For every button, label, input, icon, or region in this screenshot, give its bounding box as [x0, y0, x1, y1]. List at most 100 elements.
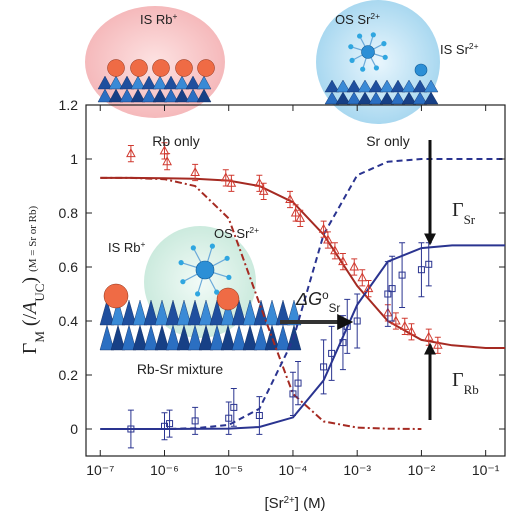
- error-bar: [425, 242, 432, 287]
- data-point: [425, 260, 433, 268]
- data-point: [423, 331, 434, 341]
- crystal-tile: [176, 324, 192, 351]
- water: [357, 33, 363, 39]
- crystal-tile: [132, 324, 148, 351]
- data-point: [338, 256, 348, 266]
- water: [209, 243, 215, 249]
- plot-area: [100, 142, 505, 449]
- data-point: [289, 390, 297, 398]
- water: [370, 32, 376, 38]
- error-bar: [256, 396, 263, 435]
- crystal-tile: [368, 91, 384, 105]
- data-point: [285, 193, 295, 203]
- ion: [107, 59, 125, 77]
- crystal-tile: [154, 324, 170, 351]
- crystal-tile: [121, 324, 137, 351]
- data-point: [353, 317, 361, 325]
- annotation: Sr only: [366, 133, 410, 149]
- annotation: ΓSr: [452, 199, 476, 227]
- crystal-tile: [152, 88, 168, 103]
- error-bar: [166, 409, 173, 438]
- crystal-tile: [97, 88, 113, 103]
- data-point: [220, 172, 231, 182]
- y-tick-label: 0.2: [59, 367, 79, 383]
- data-point: [258, 185, 269, 195]
- crystal-tile: [119, 88, 135, 103]
- y-tick-label: 0: [70, 421, 78, 437]
- crystal-tile: [108, 88, 124, 103]
- y-axis-label-part: ): [19, 272, 41, 284]
- data-point: [384, 290, 392, 298]
- annotation: IS Rb+: [108, 239, 146, 255]
- annotation-part: Sr: [464, 212, 476, 227]
- crystal-tile: [165, 324, 181, 351]
- data-point: [254, 177, 265, 187]
- y-tick-label: 0.6: [59, 259, 79, 275]
- crystal-tile: [379, 91, 395, 105]
- data-point: [126, 148, 136, 158]
- water: [178, 260, 184, 266]
- annotation-part: 2+: [249, 225, 259, 235]
- annotation-part: OS Sr: [335, 12, 371, 27]
- annotation-part: o: [322, 289, 329, 302]
- plot-frame: [85, 104, 506, 457]
- data-point: [226, 177, 237, 187]
- mixture-inset: [99, 226, 302, 351]
- water: [360, 66, 366, 72]
- annotation-part: IS Rb: [140, 12, 173, 27]
- fit-curve: [100, 176, 505, 349]
- water: [195, 291, 201, 297]
- error-bar: [225, 401, 232, 435]
- crystal-tile: [143, 324, 159, 351]
- error-bar: [389, 255, 396, 322]
- annotation: ΔGoSr: [295, 289, 340, 315]
- crystal-tile: [242, 324, 258, 351]
- annotation-part: Sr: [329, 302, 341, 315]
- data-point: [417, 266, 425, 274]
- data-point: [323, 234, 333, 244]
- x-tick-label: 10⁻⁵: [214, 462, 243, 478]
- y-tick-label: 1.2: [59, 97, 79, 113]
- annotation: IS Rb+: [140, 11, 178, 27]
- annotation-part: ΔG: [295, 289, 322, 309]
- data-point: [191, 417, 199, 425]
- x-axis-label-part: [Sr: [264, 495, 283, 512]
- annotation: OS Sr2+: [214, 225, 259, 241]
- error-bar: [127, 409, 134, 449]
- y-axis-label-part: UC: [32, 284, 47, 302]
- y-axis-label: ΓM (/AUC) (M = Sr or Rb): [19, 205, 47, 354]
- data-point: [398, 271, 406, 279]
- error-bar: [289, 371, 296, 416]
- annotation-part: +: [141, 239, 146, 249]
- crystal-tile: [231, 324, 247, 351]
- annotation-part: IS Rb: [108, 240, 141, 255]
- data-point: [320, 363, 328, 371]
- data-point: [330, 245, 340, 255]
- crystal-tile: [390, 91, 406, 105]
- data-point: [399, 320, 410, 330]
- annotation: IS Sr2+: [440, 41, 479, 57]
- sr-ion: [361, 45, 375, 59]
- ion: [130, 59, 148, 77]
- data-point: [290, 207, 301, 217]
- annotation: OS Sr2+: [335, 11, 380, 27]
- crystal-tile: [335, 91, 351, 105]
- error-bar: [192, 406, 199, 435]
- water: [226, 274, 232, 280]
- data-point: [294, 379, 302, 387]
- data-point: [357, 272, 368, 282]
- annotation-part: 2+: [370, 11, 380, 21]
- data-point: [318, 223, 329, 233]
- crystal-tile: [187, 324, 203, 351]
- data-point: [295, 212, 306, 222]
- y-axis-label-part: (M = Sr or Rb): [27, 205, 39, 271]
- crystal-tile: [99, 324, 115, 351]
- y-tick-label: 0.4: [59, 313, 79, 329]
- annotation: Rb only: [152, 133, 199, 149]
- crystal-tile: [196, 88, 212, 103]
- water: [382, 54, 388, 60]
- ion: [103, 283, 129, 309]
- y-tick-label: 0.8: [59, 205, 79, 221]
- crystal-tile: [141, 88, 157, 103]
